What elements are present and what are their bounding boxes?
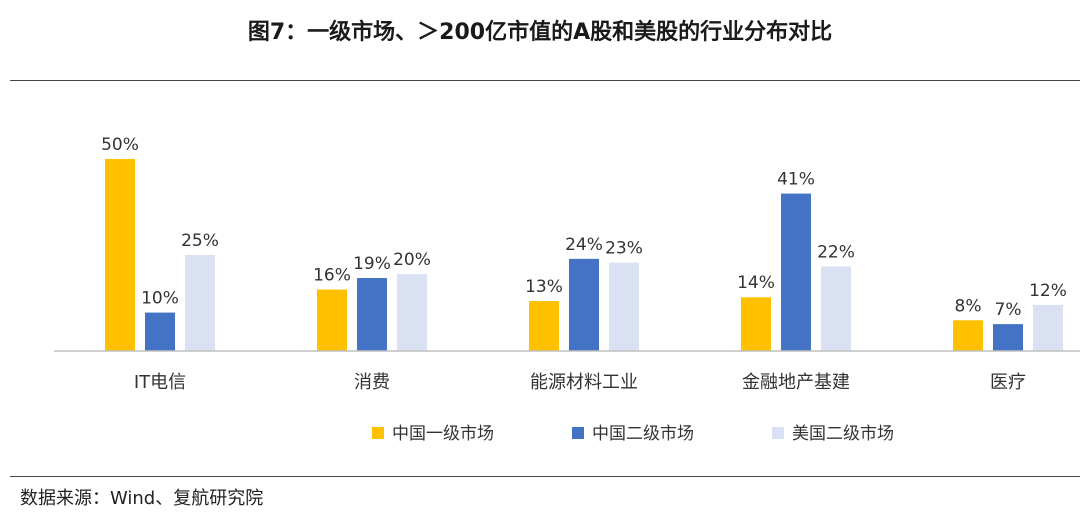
bar-5-2 [993, 324, 1023, 351]
legend-swatch-3 [772, 427, 784, 439]
data-label-2-2: 19% [353, 254, 391, 274]
data-label-4-2: 41% [777, 170, 815, 190]
data-label-2-3: 20% [393, 250, 431, 270]
legend-label-1: 中国一级市场 [392, 424, 494, 444]
category-label-1: IT电信 [134, 372, 186, 393]
bar-3-1 [529, 301, 559, 351]
bar-3-3 [609, 262, 639, 351]
legend: 中国一级市场 中国二级市场 美国二级市场 [372, 424, 894, 444]
category-label-2: 消费 [354, 372, 390, 393]
data-label-5-3: 12% [1029, 281, 1067, 301]
chart-title: 图7：一级市场、＞200亿市值的A股和美股的行业分布对比 [247, 20, 833, 45]
bar-2-2 [357, 278, 387, 351]
bottom-rule [10, 476, 1080, 477]
data-label-2-1: 16% [313, 266, 351, 286]
category-label-4: 金融地产基建 [742, 372, 850, 393]
data-label-1-1: 50% [101, 135, 139, 155]
bar-1-3 [185, 255, 215, 351]
plot-area: 50% 10% 25% IT电信 16%19% 20% 消费 13% 24% 23% 能源材料工业 1… [54, 135, 1080, 393]
top-rule [10, 80, 1080, 81]
data-label-1-2: 10% [141, 289, 179, 309]
bar-1-1 [105, 159, 135, 351]
data-label-3-3: 23% [605, 239, 643, 259]
bar-4-2 [781, 193, 811, 351]
data-label-3-2: 24% [565, 235, 603, 255]
bar-5-1 [953, 320, 983, 351]
legend-label-3: 美国二级市场 [792, 424, 894, 444]
bar-4-1 [741, 297, 771, 351]
data-label-5-2: 7% [995, 300, 1022, 320]
category-label-3: 能源材料工业 [530, 372, 638, 393]
data-label-4-1: 14% [737, 273, 775, 293]
legend-label-2: 中国二级市场 [592, 424, 694, 444]
data-label-4-3: 22% [817, 243, 855, 263]
data-label-1-3: 25% [181, 231, 219, 251]
bar-1-2 [145, 312, 175, 351]
category-label-5: 医疗 [990, 372, 1026, 393]
data-label-3-1: 13% [525, 277, 563, 297]
legend-swatch-1 [372, 427, 384, 439]
data-label-5-1: 8% [955, 296, 982, 316]
bar-2-3 [397, 274, 427, 351]
bar-4-3 [821, 266, 851, 351]
bar-3-2 [569, 258, 599, 351]
bar-5-3 [1033, 304, 1063, 351]
legend-swatch-2 [572, 427, 584, 439]
source-note: 数据来源：Wind、复航研究院 [20, 488, 264, 509]
bar-2-1 [317, 289, 347, 351]
